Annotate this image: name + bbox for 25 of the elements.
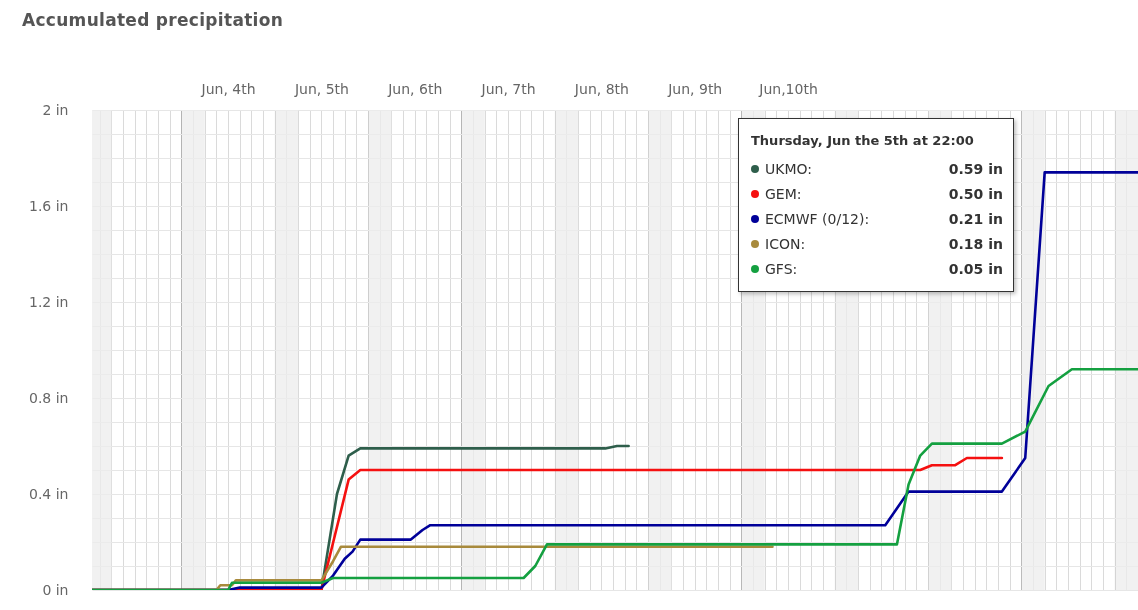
annotation: 0.50 in [948, 185, 1003, 202]
x-tick-label: Jun, 8th [573, 80, 629, 97]
x-tick-label: Jun, 7th [480, 80, 536, 97]
x-tick-label: Jun,10th [758, 80, 818, 97]
x-tick-label: Jun, 6th [387, 80, 443, 97]
y-tick-label: 2 in [42, 101, 69, 118]
y-tick-label: 1.6 in [29, 197, 69, 214]
legend-label: ECMWF (0/12): [765, 210, 871, 227]
y-tick-label: 0.4 in [29, 485, 69, 502]
chart-title: Accumulated precipitation [22, 10, 284, 30]
annotation: Thursday, Jun the 5th at 22:00 [751, 133, 975, 148]
legend-label: ICON: [765, 235, 807, 252]
annotation: 0.21 in [948, 210, 1003, 227]
y-tick-label: 1.2 in [29, 293, 69, 310]
legend-label: UKMO: [765, 160, 813, 177]
annotation: 0.59 in [948, 160, 1003, 177]
x-tick-label: Jun, 5th [293, 80, 349, 97]
annotation: 0.05 in [948, 260, 1003, 277]
y-tick-label: 0 in [42, 581, 69, 598]
legend-label: GFS: [765, 260, 799, 277]
x-tick-label: Jun, 4th [200, 80, 256, 97]
x-tick-label: Jun, 9th [667, 80, 723, 97]
legend-label: GEM: [765, 185, 803, 202]
y-tick-label: 0.8 in [29, 389, 69, 406]
annotation: 0.18 in [948, 235, 1003, 252]
